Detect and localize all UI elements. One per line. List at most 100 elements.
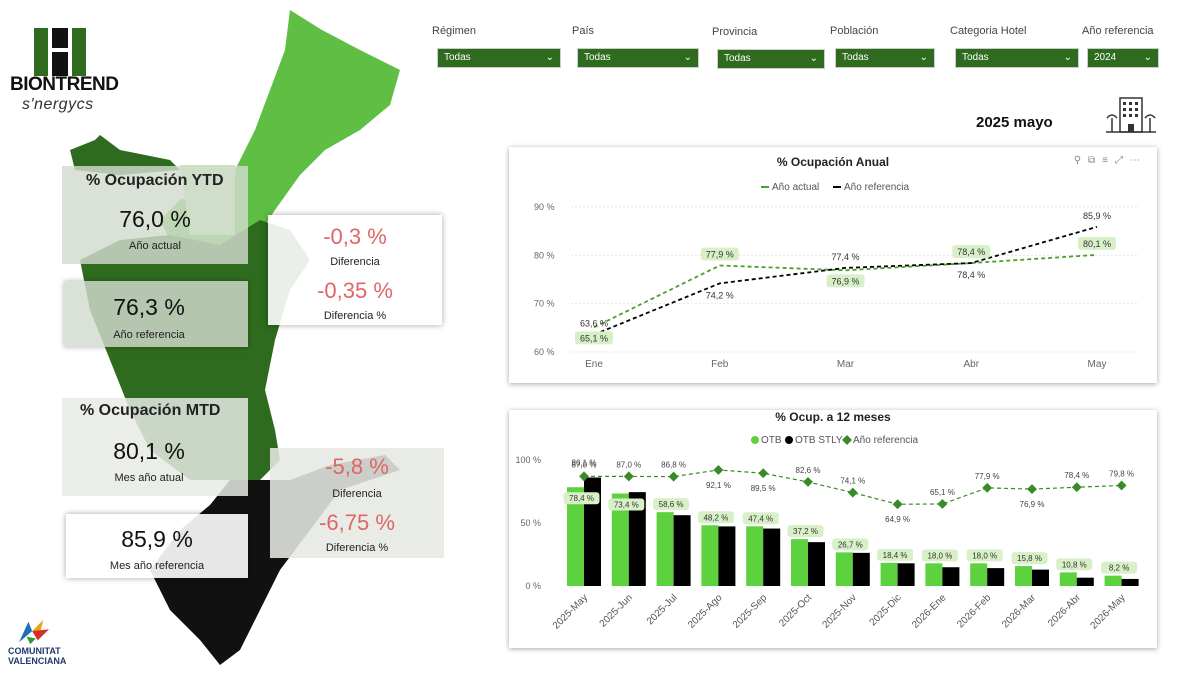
bar-otb-stly <box>1121 578 1139 586</box>
filter-select-1[interactable]: Todas ⌄ <box>577 48 699 68</box>
data-label: 85,9 % <box>1083 211 1111 221</box>
reference-marker <box>982 482 993 493</box>
ytd-ref-value: 76,3 % <box>113 294 185 320</box>
x-tick-label: 2025-May <box>551 592 590 631</box>
otb-label-bg <box>742 512 779 525</box>
filter-value: Todas <box>724 53 751 64</box>
bar-otb-stly <box>942 567 960 586</box>
twelve-month-bar-chart: OTB OTB STLY Año referencia 0 % 50 % 100 % 87,… <box>515 435 1139 632</box>
period-label: 2025 mayo <box>976 114 1053 131</box>
otb-label: 8,2 % <box>1109 564 1129 573</box>
x-tick-label: 2025-Jun <box>598 592 635 629</box>
x-tick-label: 2026-May <box>1088 592 1127 631</box>
reference-marker <box>579 471 589 482</box>
legend-label: OTB STLY <box>795 435 843 446</box>
filter-select-2[interactable]: Todas ⌄ <box>717 49 825 69</box>
x-tick-label: 2025-Oct <box>777 592 814 629</box>
mtd-diff-value: -5,8 % <box>325 454 389 479</box>
pin-icon[interactable]: ⚲ <box>1073 155 1089 166</box>
hotel-building-icon <box>1106 97 1156 133</box>
reference-label: 79,8 % <box>1109 469 1134 478</box>
otb-label-bg <box>563 492 600 505</box>
legend-swatch <box>842 435 852 445</box>
y-tick-label: 60 % <box>534 347 555 357</box>
more-options-icon[interactable]: ⋯ <box>1130 155 1147 166</box>
x-tick-label: Feb <box>711 359 729 370</box>
bar-otb <box>656 512 674 586</box>
filter-select-4[interactable]: Todas ⌄ <box>955 48 1079 68</box>
reference-marker <box>1071 482 1082 493</box>
series-line-1 <box>593 225 1098 336</box>
mtd-actual-value: 80,1 % <box>113 438 185 464</box>
x-tick-label: 2025-Jul <box>645 592 680 627</box>
filter-label-4: Categoria Hotel <box>950 25 1027 37</box>
reference-marker <box>1116 480 1127 491</box>
mtd-diffpct-label: Diferencia % <box>325 542 389 554</box>
filter-select-5[interactable]: 2024 ⌄ <box>1087 48 1159 68</box>
otb-label-bg <box>608 498 645 511</box>
ytd-diffpct-value: -0,35 % <box>317 278 393 303</box>
stly-top-label: 86,1 % <box>572 459 597 468</box>
x-tick-label: 2025-Ago <box>686 592 725 631</box>
filter-select-0[interactable]: Todas ⌄ <box>437 48 561 68</box>
filter-value: 2024 <box>1094 52 1117 63</box>
otb-label: 18,0 % <box>927 551 952 560</box>
reference-marker <box>668 471 679 482</box>
mtd-actual-label: Mes año atual <box>114 472 184 484</box>
otb-label: 47,4 % <box>748 514 773 523</box>
filter-label-0: Régimen <box>432 25 477 37</box>
x-tick-label: May <box>1088 359 1107 370</box>
y-tick-label: 50 % <box>520 518 541 528</box>
bar-otb <box>1059 572 1077 586</box>
focus-mode-icon[interactable]: ⤢ <box>1115 155 1130 166</box>
data-label: 74,2 % <box>706 290 734 300</box>
ytd-title: % Ocupación YTD <box>86 172 224 189</box>
bar-otb-stly <box>1076 577 1094 586</box>
chevron-down-icon: ⌄ <box>545 52 554 63</box>
bar-otb-stly <box>628 492 646 586</box>
annual-occupancy-panel: % Ocupación Anual ⚲⧉≡⤢⋯ Año actual Año re… <box>509 147 1157 383</box>
x-tick-label: 2025-Sep <box>731 592 770 631</box>
y-tick-label: 70 % <box>534 299 555 309</box>
x-tick-label: 2026-Feb <box>955 592 993 630</box>
bar-otb-stly <box>718 526 736 586</box>
otb-label: 15,8 % <box>1017 554 1042 563</box>
y-tick-label: 90 % <box>534 202 555 212</box>
filter-select-3[interactable]: Todas ⌄ <box>835 48 935 68</box>
otb-label-bg <box>787 525 824 538</box>
bar-otb <box>880 562 898 586</box>
reference-marker <box>758 468 769 479</box>
panel-toolbar: ⚲⧉≡⤢⋯ <box>1074 155 1147 166</box>
x-tick-label: Mar <box>837 359 855 370</box>
bar-otb <box>970 563 988 586</box>
ytd-ref-card <box>64 281 248 347</box>
data-label: 80,1 % <box>1083 239 1111 249</box>
legend-swatch <box>751 436 759 444</box>
filter-icon[interactable]: ≡ <box>1102 155 1115 166</box>
annual-line-chart: Año actual Año referencia 60 % 70 % 80 % 90 %… <box>534 182 1137 370</box>
bar-otb <box>701 525 719 586</box>
filter-label-3: Población <box>830 25 879 37</box>
bar-otb-stly <box>584 477 601 586</box>
otb-label-bg <box>1011 552 1048 565</box>
bar-otb-stly <box>852 552 870 586</box>
data-label: 78,4 % <box>957 247 985 257</box>
y-tick-label: 80 % <box>534 250 555 260</box>
comunitat-valenciana-logo-icon <box>19 619 49 645</box>
copy-icon[interactable]: ⧉ <box>1088 155 1103 166</box>
otb-label-bg <box>832 538 869 551</box>
bar-otb-stly <box>673 515 691 586</box>
twelve-month-panel: % Ocup. a 12 meses OTB OTB STLY Año refere… <box>509 410 1157 648</box>
ytd-actual-value: 76,0 % <box>119 206 191 232</box>
data-label: 76,9 % <box>831 276 859 286</box>
bar-otb-stly <box>1032 569 1049 586</box>
ytd-diff-label: Diferencia <box>330 256 380 268</box>
chevron-down-icon: ⌄ <box>919 52 928 63</box>
x-tick-label: 2026-Abr <box>1046 592 1083 629</box>
otb-label-bg <box>921 549 958 562</box>
reference-label: 77,9 % <box>975 472 1000 481</box>
mtd-ref-card <box>66 514 248 578</box>
x-tick-label: Abr <box>963 359 979 370</box>
otb-label: 10,8 % <box>1062 560 1087 569</box>
data-label: 78,4 % <box>957 270 985 280</box>
